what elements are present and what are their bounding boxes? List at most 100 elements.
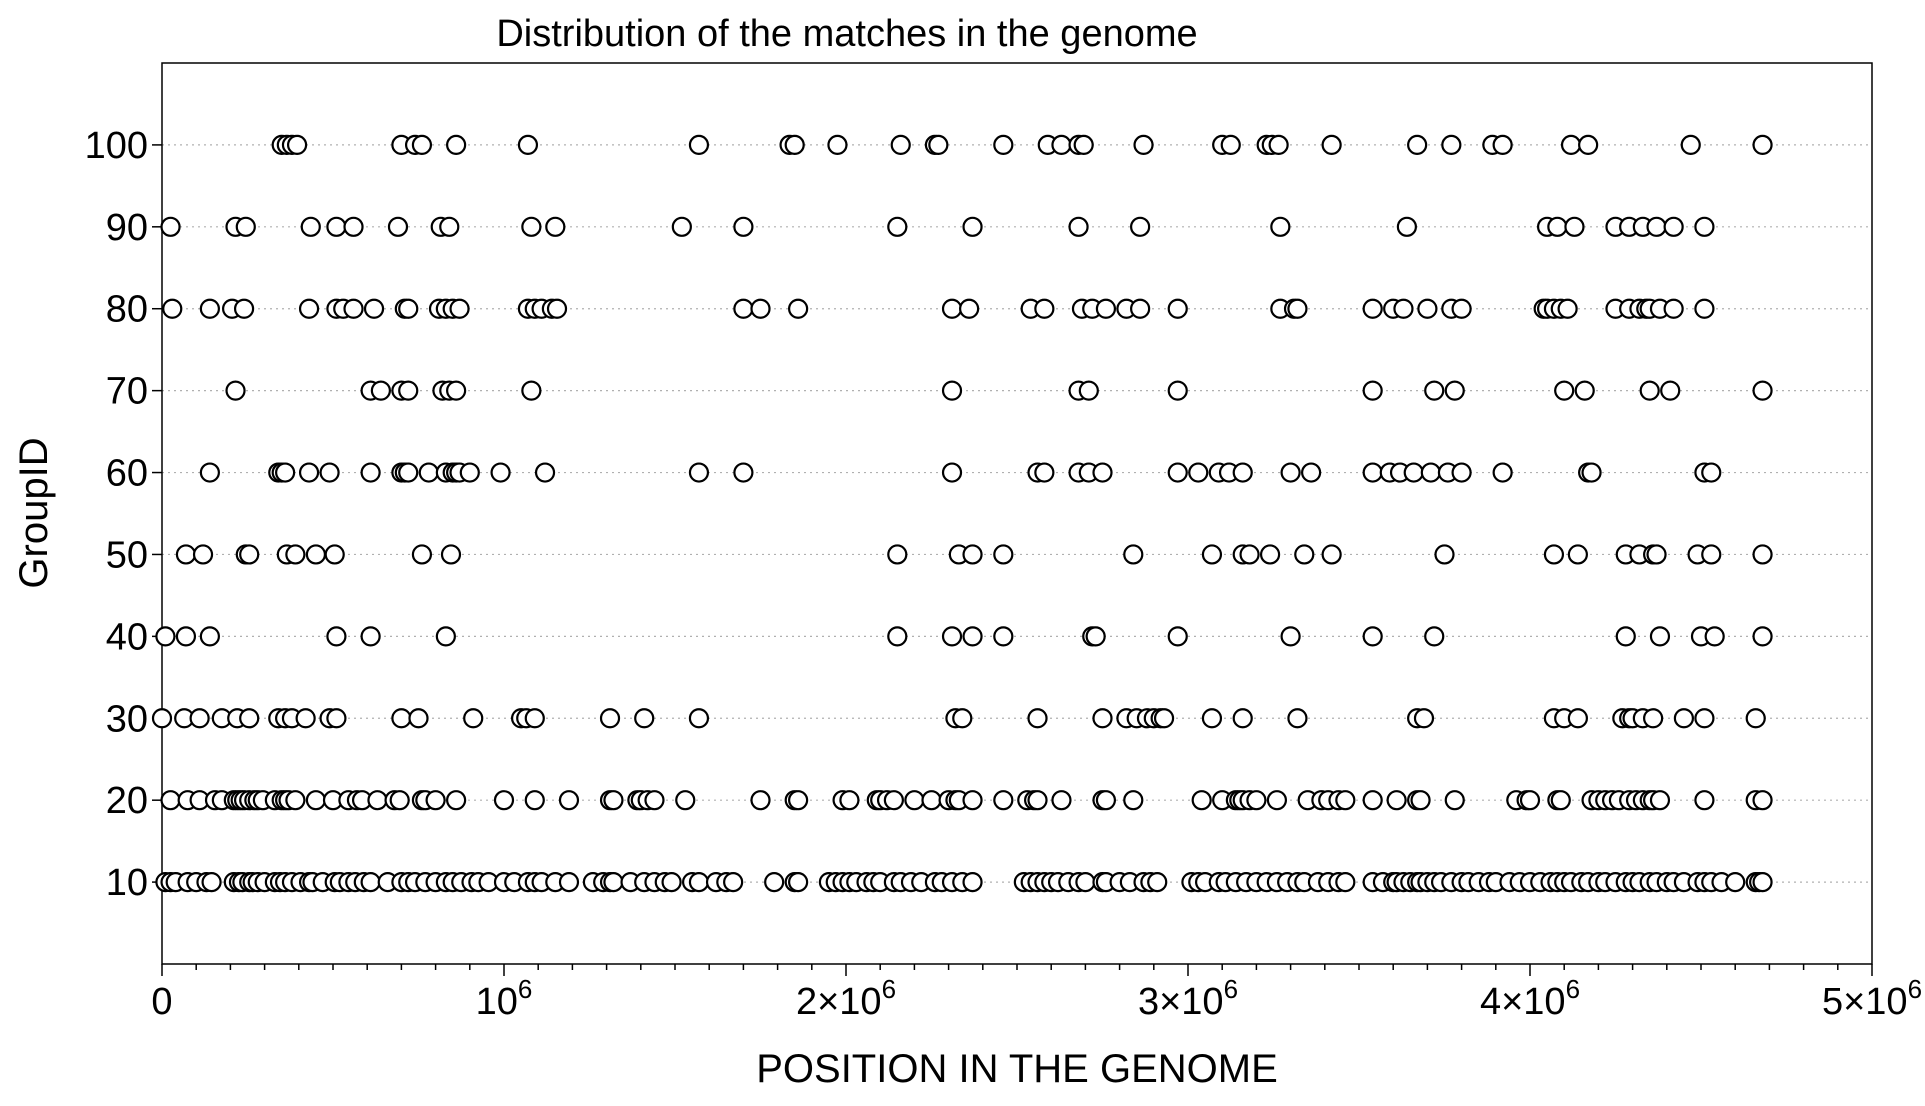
data-point bbox=[239, 544, 260, 565]
data-point bbox=[1362, 790, 1383, 811]
data-point bbox=[1492, 462, 1513, 483]
data-point bbox=[1403, 462, 1424, 483]
data-point bbox=[723, 871, 744, 893]
data-point bbox=[688, 871, 710, 893]
data-point bbox=[1335, 790, 1356, 811]
data-point bbox=[298, 462, 320, 483]
data-point bbox=[343, 216, 364, 237]
chart-title: Distribution of the matches in the genom… bbox=[496, 13, 1197, 55]
y-tick-label: 30 bbox=[106, 698, 148, 740]
data-point bbox=[1396, 216, 1417, 237]
data-point bbox=[233, 298, 255, 319]
data-point bbox=[1393, 298, 1414, 319]
data-point bbox=[534, 462, 556, 483]
data-point bbox=[993, 544, 1014, 565]
data-point bbox=[295, 708, 316, 729]
data-point bbox=[788, 298, 809, 319]
y-tick-label: 70 bbox=[106, 371, 148, 413]
data-point bbox=[1752, 544, 1773, 565]
data-point bbox=[1547, 216, 1568, 237]
data-point bbox=[1147, 871, 1168, 893]
data-point bbox=[155, 626, 176, 647]
data-point bbox=[1167, 298, 1188, 319]
data-point bbox=[1441, 134, 1462, 156]
data-point bbox=[1294, 544, 1315, 565]
data-point bbox=[360, 626, 381, 647]
data-point bbox=[1581, 462, 1602, 483]
data-point bbox=[1694, 216, 1715, 237]
data-point bbox=[160, 216, 181, 237]
data-point bbox=[1752, 871, 1773, 893]
data-point bbox=[367, 790, 388, 811]
data-point bbox=[1694, 790, 1715, 811]
data-point bbox=[343, 298, 364, 319]
data-point bbox=[921, 790, 942, 811]
data-point bbox=[1615, 626, 1636, 647]
data-point bbox=[425, 790, 446, 811]
data-point bbox=[1092, 708, 1113, 729]
y-tick-label: 80 bbox=[106, 289, 148, 331]
y-axis-title: GroupID bbox=[12, 437, 56, 588]
data-point bbox=[827, 134, 848, 156]
data-point bbox=[1362, 380, 1383, 401]
data-point bbox=[1420, 462, 1441, 483]
data-point bbox=[1027, 708, 1048, 729]
data-point bbox=[199, 298, 220, 319]
data-point bbox=[764, 871, 785, 893]
data-point bbox=[446, 134, 467, 156]
data-point bbox=[387, 216, 409, 237]
data-point bbox=[1639, 380, 1660, 401]
data-point bbox=[1694, 298, 1715, 319]
data-point bbox=[952, 708, 973, 729]
data-point bbox=[1557, 298, 1578, 319]
data-point bbox=[962, 544, 983, 565]
data-point bbox=[517, 134, 539, 156]
data-point bbox=[962, 790, 983, 811]
data-point bbox=[1075, 871, 1096, 893]
data-point bbox=[1034, 462, 1055, 483]
data-point bbox=[890, 134, 911, 156]
data-point bbox=[285, 544, 306, 565]
data-point bbox=[1424, 380, 1445, 401]
data-point bbox=[671, 216, 692, 237]
data-point bbox=[449, 298, 470, 319]
data-point bbox=[675, 790, 696, 811]
data-point bbox=[298, 298, 320, 319]
y-tick-label: 10 bbox=[106, 862, 148, 904]
data-point bbox=[1424, 626, 1445, 647]
grid-lines bbox=[162, 144, 1872, 883]
data-point bbox=[363, 298, 385, 319]
data-point bbox=[1280, 462, 1301, 483]
y-tick-label: 50 bbox=[106, 534, 148, 576]
data-point bbox=[1301, 462, 1322, 483]
data-point bbox=[1287, 708, 1308, 729]
data-point bbox=[360, 871, 381, 893]
data-point bbox=[1362, 626, 1383, 647]
data-point bbox=[1191, 790, 1212, 811]
data-point bbox=[1560, 134, 1582, 156]
data-point bbox=[1554, 380, 1575, 401]
data-point bbox=[521, 216, 542, 237]
data-point bbox=[661, 871, 682, 893]
data-point bbox=[1701, 544, 1722, 565]
data-point bbox=[1752, 134, 1773, 156]
data-point bbox=[603, 871, 624, 893]
data-point bbox=[162, 298, 183, 319]
data-point bbox=[459, 462, 480, 483]
data-point bbox=[1680, 134, 1701, 156]
data-point bbox=[546, 298, 568, 319]
data-point bbox=[993, 626, 1014, 647]
data-point bbox=[225, 380, 246, 401]
data-point bbox=[1407, 134, 1428, 156]
data-point bbox=[199, 626, 220, 647]
data-point bbox=[324, 544, 345, 565]
data-point bbox=[493, 790, 515, 811]
data-point bbox=[411, 134, 433, 156]
data-point bbox=[411, 544, 433, 565]
data-point bbox=[688, 134, 710, 156]
data-point bbox=[962, 216, 983, 237]
x-tick-label: 3×106 bbox=[1138, 974, 1238, 1023]
data-point bbox=[887, 626, 908, 647]
data-point bbox=[1410, 790, 1431, 811]
x-axis-title: POSITION IN THE GENOME bbox=[756, 1047, 1278, 1091]
